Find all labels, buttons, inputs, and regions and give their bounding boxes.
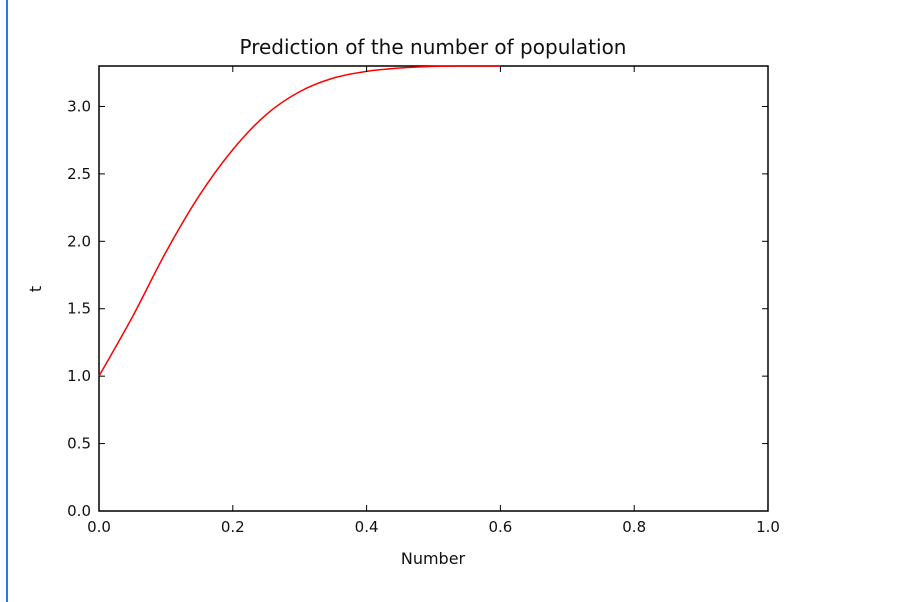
- x-tick-label: 0.8: [622, 518, 646, 536]
- x-tick-label: 0.2: [221, 518, 245, 536]
- chart-title: Prediction of the number of population: [239, 35, 626, 59]
- y-tick-label: 0.5: [67, 435, 91, 453]
- series-line-0: [98, 65, 501, 377]
- window-left-border: [6, 0, 8, 602]
- y-tick-label: 2.5: [67, 165, 91, 183]
- x-tick-label: 0.0: [87, 518, 111, 536]
- ticks-layer: 0.0 0.2 0.4 0.6 0.8 1.0 0.0 0.5 1.0 1.5 2.0 2.5 3.0: [67, 66, 780, 536]
- y-tick-label: 0.0: [67, 502, 91, 520]
- x-tick-label: 1.0: [756, 518, 780, 536]
- y-tick-label: 2.0: [67, 232, 91, 250]
- series-layer: [98, 65, 501, 377]
- y-tick-label: 3.0: [67, 97, 91, 115]
- x-tick-label: 0.4: [355, 518, 379, 536]
- y-tick-label: 1.5: [67, 300, 91, 318]
- y-axis-title: t: [26, 286, 45, 292]
- y-tick-label: 1.0: [67, 367, 91, 385]
- x-axis-title: Number: [401, 549, 466, 568]
- plot-area: [98, 65, 769, 512]
- plot-frame: [98, 65, 769, 512]
- x-tick-label: 0.6: [488, 518, 512, 536]
